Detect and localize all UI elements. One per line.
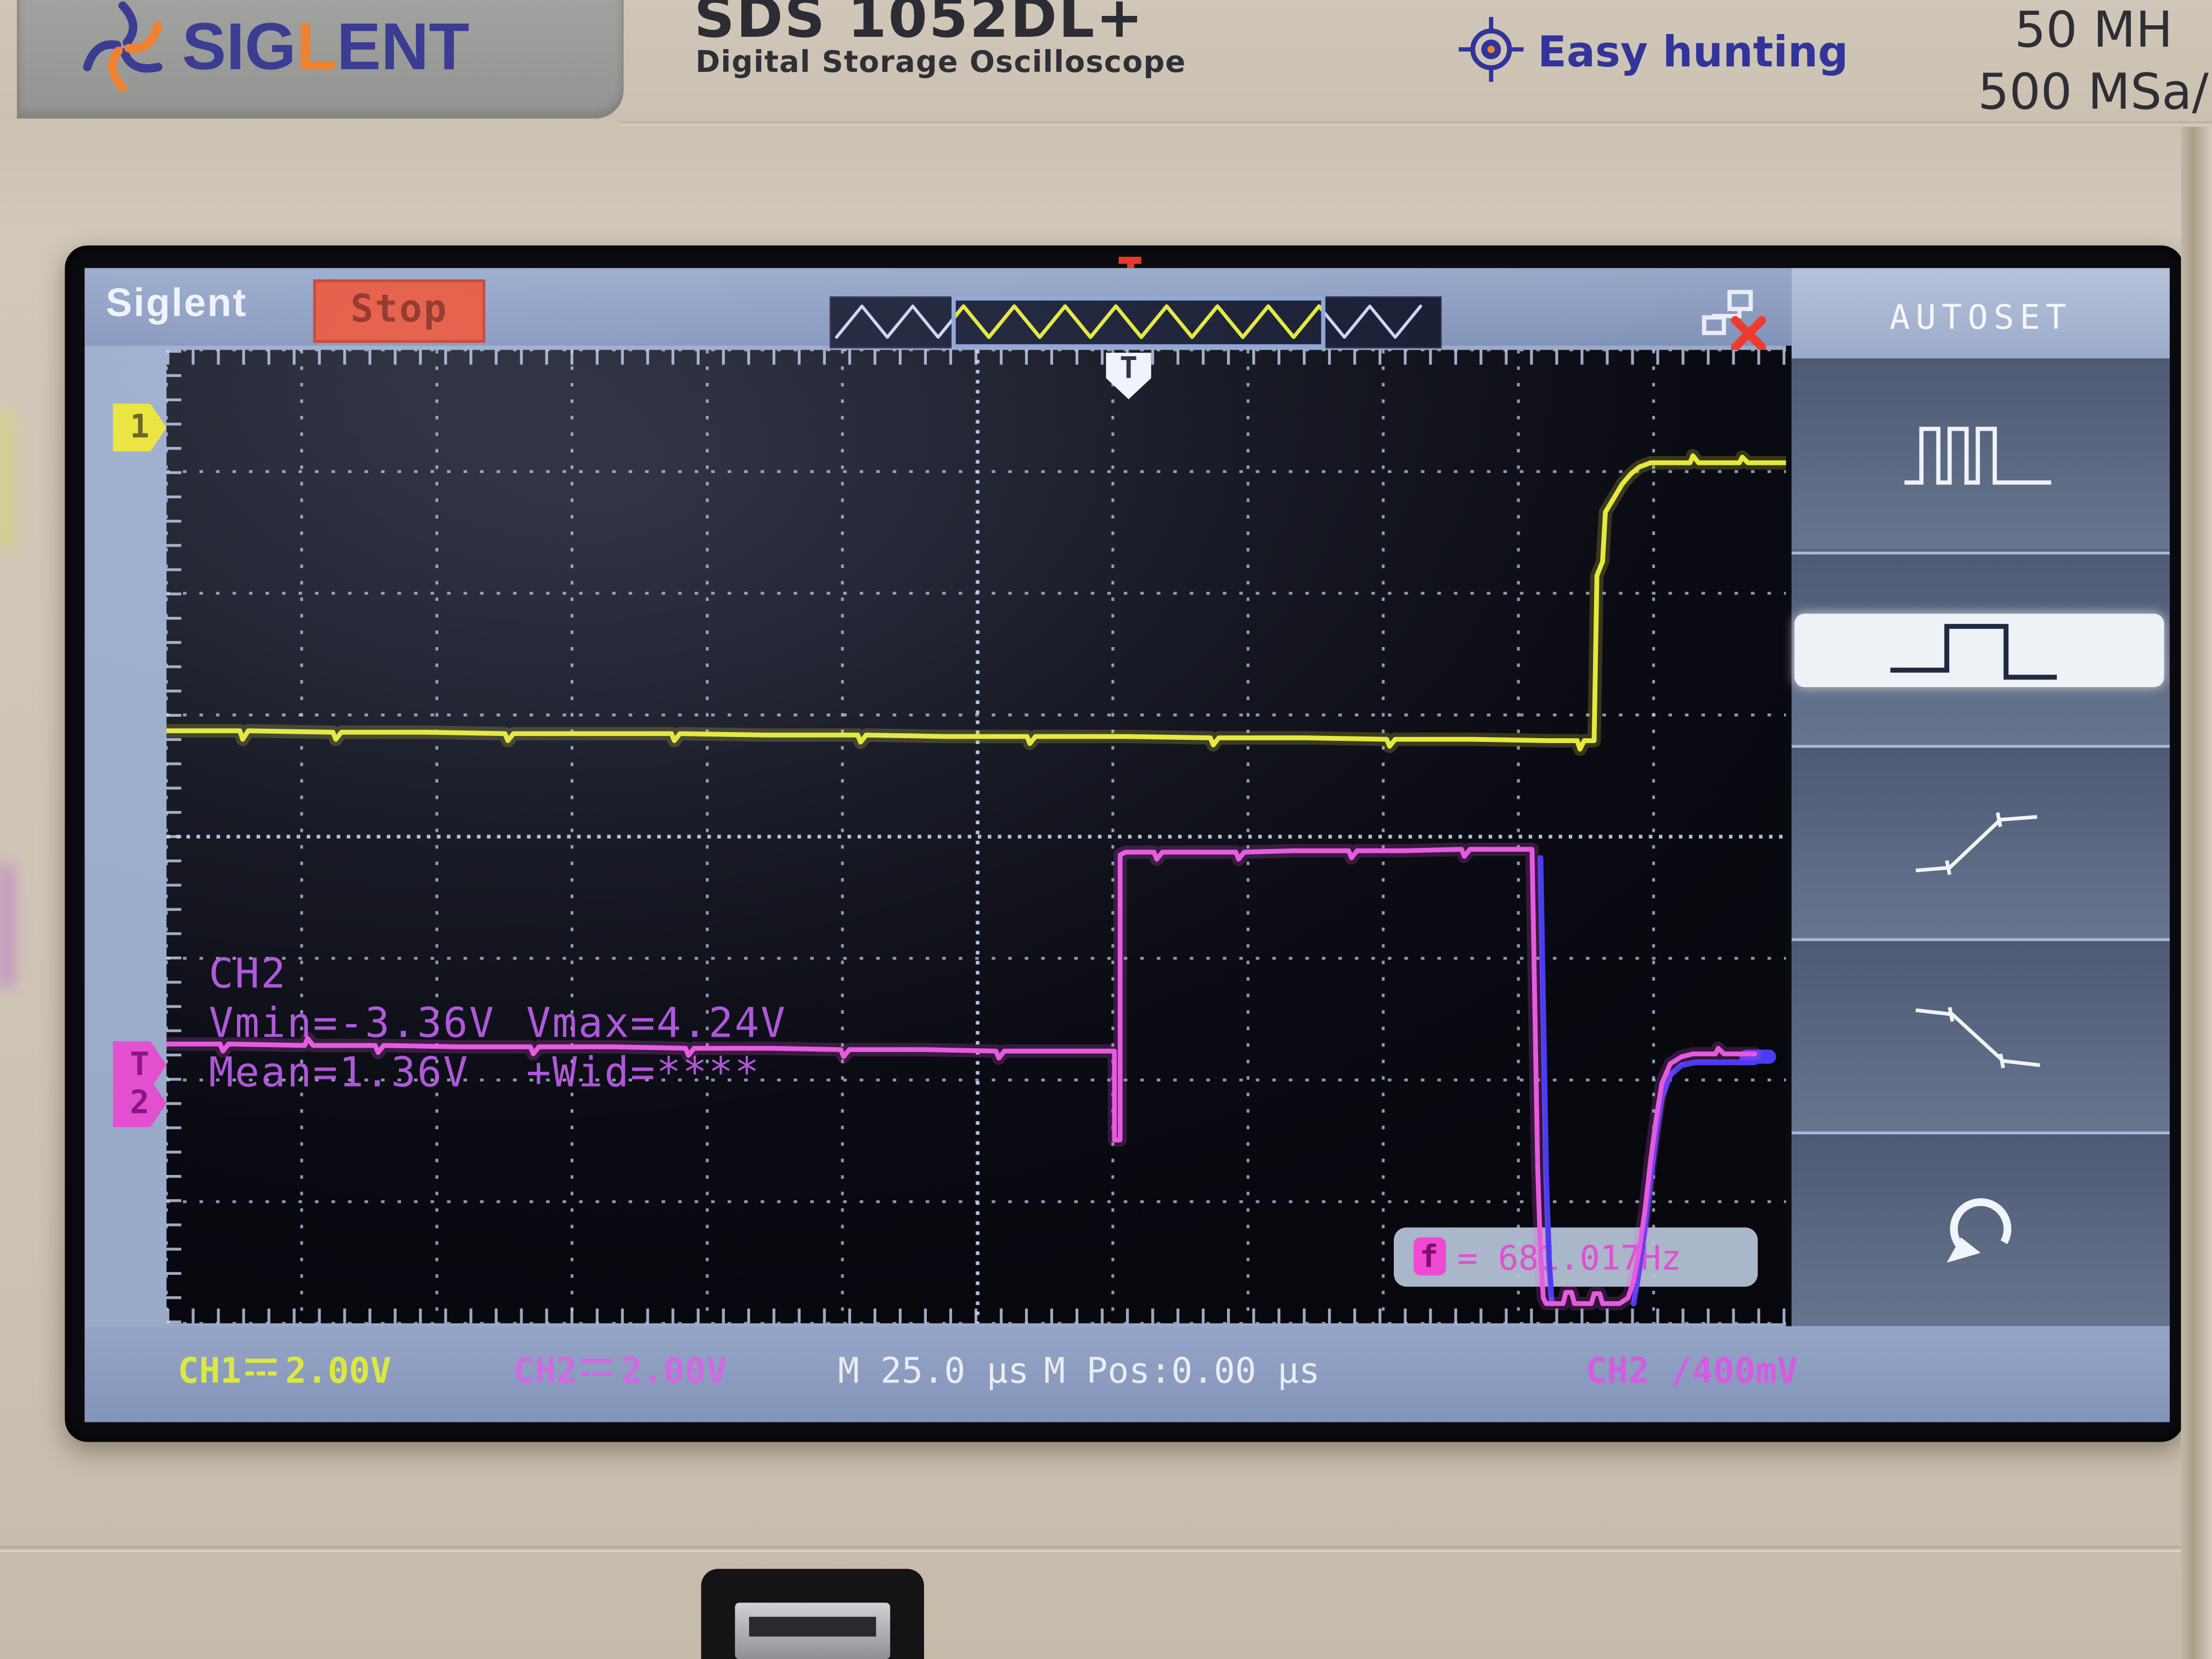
brand-plate: SIGLENT [16, 0, 624, 119]
trigger-time-flag[interactable]: T [1106, 351, 1151, 400]
trigger-level-value: /400mV [1670, 1350, 1798, 1391]
spec-samplerate: 500 MSa/ [1978, 65, 2209, 122]
meas-mean: Mean=1.36V [209, 1049, 469, 1096]
ch1-scale: 2.00V [285, 1350, 392, 1391]
graticule: CH2 Vmin=-3.36V Vmax=4.24V Mean=1.36V +W… [166, 350, 1789, 1324]
softkey-menu: AUTOSET [1791, 268, 2170, 1329]
trigger-time-flag-label: T [1119, 351, 1138, 385]
preview-wave-yellow [953, 304, 1324, 339]
reflection-artifact [0, 863, 13, 988]
acquisition-status-badge: Stop [313, 279, 486, 343]
bezel-seam [0, 1546, 2212, 1552]
softkey-falling-edge-button[interactable] [1791, 938, 2170, 1132]
lan-disconnected-icon [1702, 290, 1766, 352]
panel-divider [1786, 345, 1792, 1326]
meas-channel: CH2 [209, 950, 286, 998]
preview-background [829, 296, 1442, 348]
freq-label-badge: f [1420, 1239, 1438, 1275]
screen-frame: Siglent Stop [65, 245, 2184, 1442]
trigger-readout: CH2 /400mV [1586, 1350, 1798, 1391]
ch2-label: CH2 [513, 1350, 577, 1391]
lcd-display: Siglent Stop [85, 268, 2170, 1422]
freq-value: = 681.017Hz [1457, 1239, 1682, 1278]
menu-title: AUTOSET [1791, 268, 2170, 358]
bezel-seam [621, 121, 2212, 126]
usb-port[interactable] [701, 1568, 924, 1659]
timebase-readout: M 25.0 µs [838, 1350, 1029, 1391]
tagline: Easy hunting [1538, 28, 1849, 78]
softkey-highlight [1794, 614, 2164, 687]
single-pulse-icon [1890, 623, 2057, 680]
ch2-coupling-icon [581, 1358, 613, 1383]
brand-logo: SIGLENT [182, 8, 470, 83]
easy-hunting-target-icon [1459, 16, 1524, 82]
freq-readout: f = 681.017Hz [1393, 1227, 1758, 1287]
softkey-rising-edge-button[interactable] [1791, 745, 2170, 938]
ch2-scale-readout: CH2 2.00V [514, 1350, 727, 1391]
meas-vmin: Vmin=-3.36V [209, 999, 495, 1047]
trigger-source: CH2 [1585, 1350, 1650, 1391]
ch2-fall-fringe [1538, 854, 1555, 1307]
meas-vmax: Vmax=4.24V [526, 999, 787, 1047]
multi-pulse-icon [1904, 426, 2051, 484]
model-subtitle: Digital Storage Oscilloscope [695, 45, 1186, 79]
preview-window-frame[interactable] [952, 296, 1326, 348]
ch1-position-marker[interactable]: 1 [112, 403, 167, 452]
siglent-pinwheel-icon [83, 1, 162, 92]
meas-pwid: +Wid=**** [526, 1049, 761, 1096]
ch2-measurements: CH2 Vmin=-3.36V Vmax=4.24V Mean=1.36V +W… [209, 950, 787, 1096]
ch2-scale: 2.00V [621, 1350, 728, 1391]
model-name: SDS 1052DL+ [694, 0, 1145, 51]
softkey-single-pulse-button[interactable] [1791, 552, 2170, 745]
ch1-trace [166, 453, 1789, 752]
ch1-scale-readout: CH1 2.00V [178, 1350, 391, 1391]
ch1-coupling-icon [245, 1358, 277, 1383]
falling-edge-icon [1915, 1006, 2040, 1068]
ch2-trace [166, 847, 1758, 1306]
ch1-label: CH1 [177, 1350, 242, 1391]
status-bar: CH1 2.00V CH2 2.00V M 25.0 µs M Pos:0.00 µ… [85, 1326, 2170, 1422]
horizontal-position-readout: M Pos:0.00 µs [1044, 1350, 1320, 1391]
rising-edge-icon [1915, 811, 2037, 875]
ch2-position-marker[interactable]: 2 [112, 1079, 167, 1128]
screen-brand-logo: Siglent [105, 280, 247, 325]
undo-icon [1946, 1198, 2012, 1263]
waveform-preview-bar[interactable] [829, 296, 1442, 348]
softkey-undo-button[interactable] [1791, 1131, 2170, 1329]
spec-bandwidth: 50 MH [2014, 3, 2173, 59]
preview-wave-window [953, 304, 1324, 339]
reflection-artifact [0, 412, 13, 550]
softkey-multi-pulse-button[interactable] [1791, 358, 2170, 549]
bezel-edge [2181, 127, 2212, 1659]
